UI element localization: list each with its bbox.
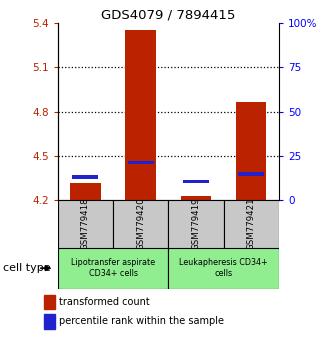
Bar [58,200,113,248]
Bar [44,295,55,309]
Bar [73,176,98,179]
Text: GSM779419: GSM779419 [191,198,200,250]
Text: cell type: cell type [3,263,51,273]
Bar [125,30,156,200]
Title: GDS4079 / 7894415: GDS4079 / 7894415 [101,9,236,22]
Bar [168,200,224,248]
Bar [181,196,211,200]
Text: GSM779418: GSM779418 [81,198,90,250]
Bar [168,248,279,289]
Bar [58,248,168,289]
Text: Leukapheresis CD34+
cells: Leukapheresis CD34+ cells [179,258,268,278]
Bar [128,161,153,164]
Bar [70,183,101,200]
Text: percentile rank within the sample: percentile rank within the sample [59,316,224,326]
Text: GSM779421: GSM779421 [247,198,256,250]
Text: transformed count: transformed count [59,297,150,307]
Text: Lipotransfer aspirate
CD34+ cells: Lipotransfer aspirate CD34+ cells [71,258,155,278]
Bar [224,200,279,248]
Bar [113,200,168,248]
Bar [238,172,264,176]
Bar [183,180,209,183]
Text: GSM779420: GSM779420 [136,198,145,250]
Bar [236,102,266,200]
Bar [44,314,55,329]
